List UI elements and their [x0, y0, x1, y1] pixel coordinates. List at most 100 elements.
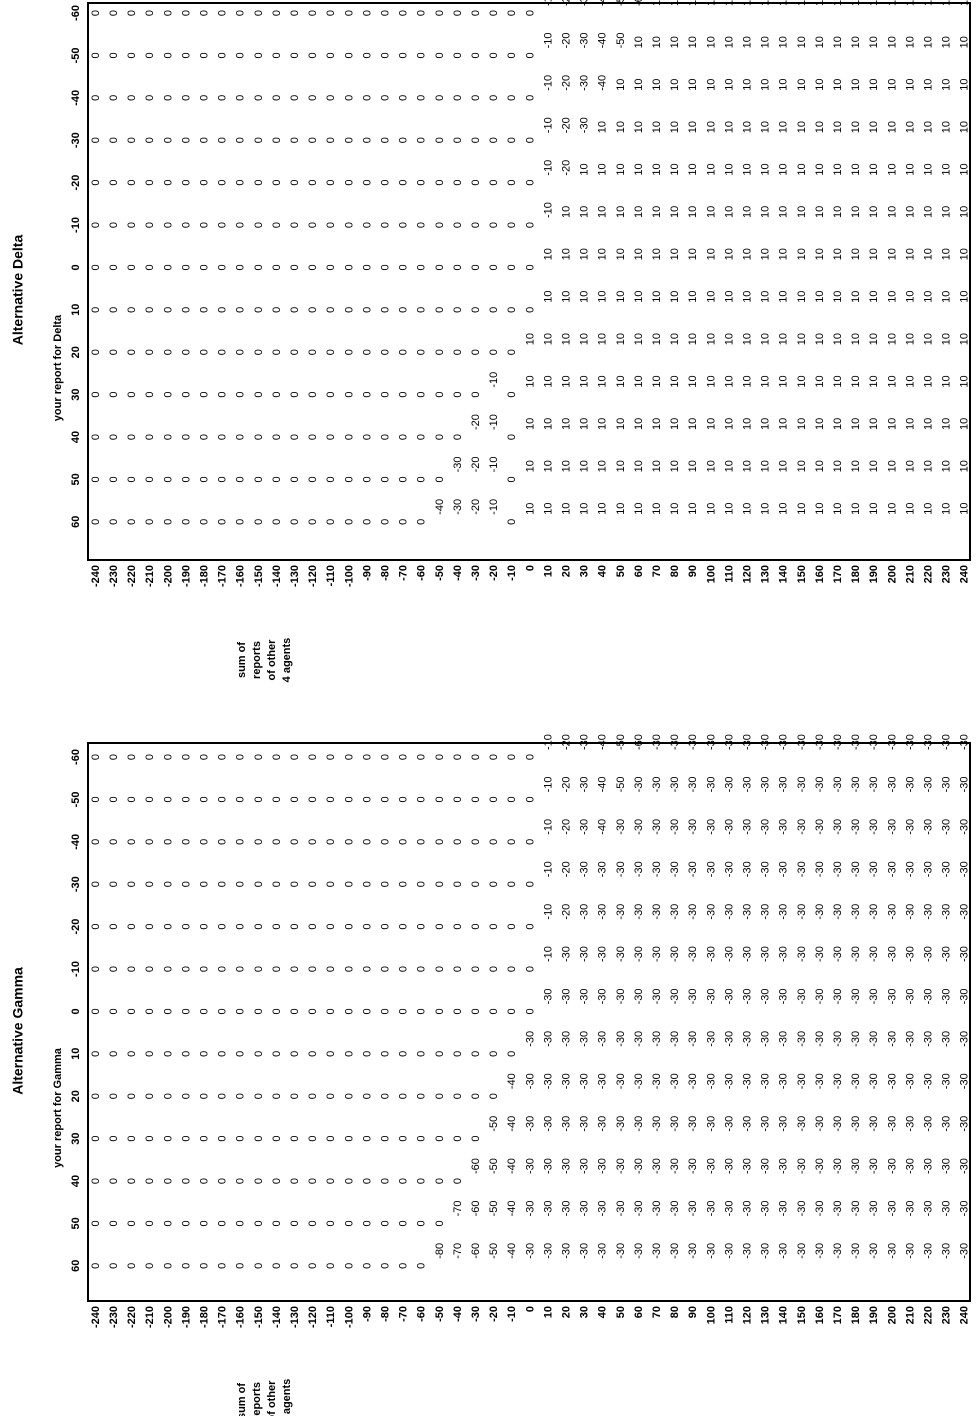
table-cell: 10: [705, 79, 717, 91]
table-cell: 0: [506, 434, 518, 440]
table-cell: 0: [343, 519, 355, 525]
table-cell: 10: [904, 418, 916, 430]
table-cell: 10: [850, 333, 862, 345]
table-cell: 0: [361, 1220, 373, 1226]
table-cell: 0: [199, 839, 211, 845]
table-cell: 0: [506, 137, 518, 143]
table-cell: 10: [923, 36, 935, 48]
table-cell: -30: [796, 946, 808, 962]
table-cell: -30: [778, 776, 790, 792]
table-cell: 10: [904, 460, 916, 472]
table-cell: 10: [904, 333, 916, 345]
table-cell: 10: [615, 291, 627, 303]
table-cell: 10: [778, 121, 790, 133]
table-cell: 0: [361, 434, 373, 440]
table-cell: 10: [723, 248, 735, 260]
table-cell: 0: [380, 1051, 392, 1057]
table-cell: -30: [723, 1243, 735, 1259]
table-cell: 0: [144, 180, 156, 186]
report-value-label: -30: [70, 876, 82, 892]
table-cell: -30: [579, 1073, 591, 1089]
table-cell: 0: [434, 52, 446, 58]
table-cell: 0: [524, 10, 536, 16]
table-cell: 10: [579, 460, 591, 472]
table-cell: 0: [90, 1263, 102, 1269]
table-cell: 0: [289, 754, 301, 760]
table-cell: 10: [633, 121, 645, 133]
table-cell: 0: [235, 222, 247, 228]
sum-value-label: 40: [597, 1306, 609, 1318]
table-cell: 10: [814, 206, 826, 218]
table-cell: 0: [162, 1093, 174, 1099]
table-cell: 0: [271, 476, 283, 482]
table-cell: 0: [524, 1008, 536, 1014]
table-cell: -30: [760, 946, 772, 962]
table-cell: 10: [579, 248, 591, 260]
table-cell: 0: [289, 137, 301, 143]
table-cell: 10: [923, 375, 935, 387]
table-cell: 0: [398, 180, 410, 186]
report-value-label: 30: [70, 1132, 82, 1144]
table-cell: 0: [506, 264, 518, 270]
table-cell: 0: [235, 95, 247, 101]
sum-value-label: 190: [868, 565, 880, 583]
table-cell: 10: [886, 460, 898, 472]
table-cell: -30: [687, 1073, 699, 1089]
table-cell: 10: [868, 206, 880, 218]
table-cell: 0: [217, 434, 229, 440]
table-cell: 0: [343, 137, 355, 143]
table-cell: 0: [180, 95, 192, 101]
table-cell: -30: [904, 1073, 916, 1089]
table-cell: 0: [361, 924, 373, 930]
table-cell: 0: [307, 95, 319, 101]
table-cell: -50: [615, 776, 627, 792]
table-cell: -30: [778, 734, 790, 750]
table-cell: 0: [108, 881, 120, 887]
table-cell: 10: [542, 291, 554, 303]
table-cell: -30: [723, 776, 735, 792]
table-cell: 0: [398, 264, 410, 270]
sum-value-label: 20: [561, 565, 573, 577]
sum-value-label: 30: [579, 1306, 591, 1318]
table-cell: 0: [253, 392, 265, 398]
table-cell: 0: [235, 349, 247, 355]
table-cell: -20: [561, 904, 573, 920]
table-cell: 10: [796, 333, 808, 345]
table-cell: 0: [162, 1263, 174, 1269]
table-cell: -30: [742, 861, 754, 877]
table-cell: -30: [651, 1200, 663, 1216]
table-cell: 0: [307, 839, 319, 845]
sum-value-label: -150: [253, 1306, 265, 1328]
table-cell: 10: [923, 0, 935, 6]
table-cell: 0: [144, 1220, 156, 1226]
table-cell: 0: [289, 476, 301, 482]
table-cell: 0: [434, 1220, 446, 1226]
table-cell: -30: [959, 946, 971, 962]
table-cell: 0: [199, 52, 211, 58]
table-cell: -30: [742, 1031, 754, 1047]
table-cell: 0: [524, 264, 536, 270]
table-cell: 0: [506, 839, 518, 845]
table-cell: -30: [941, 819, 953, 835]
table-cell: 0: [199, 1008, 211, 1014]
table-cell: 10: [941, 121, 953, 133]
table-cell: 10: [868, 36, 880, 48]
table-cell: 0: [380, 349, 392, 355]
table-cell: -30: [615, 1073, 627, 1089]
table-cell: -30: [579, 1031, 591, 1047]
table-cell: 0: [199, 434, 211, 440]
table-cell: -30: [687, 904, 699, 920]
table-cell: 0: [416, 307, 428, 313]
sum-value-label: -110: [325, 1306, 337, 1327]
table-cell: 0: [144, 1008, 156, 1014]
table-cell: 0: [253, 10, 265, 16]
table-cell: 0: [434, 476, 446, 482]
table-cell: 10: [959, 418, 971, 430]
table-cell: 10: [959, 206, 971, 218]
table-cell: 0: [307, 307, 319, 313]
table-cell: -30: [669, 988, 681, 1004]
table-cell: 10: [904, 36, 916, 48]
table-cell: -10: [542, 160, 554, 176]
table-cell: -30: [868, 819, 880, 835]
